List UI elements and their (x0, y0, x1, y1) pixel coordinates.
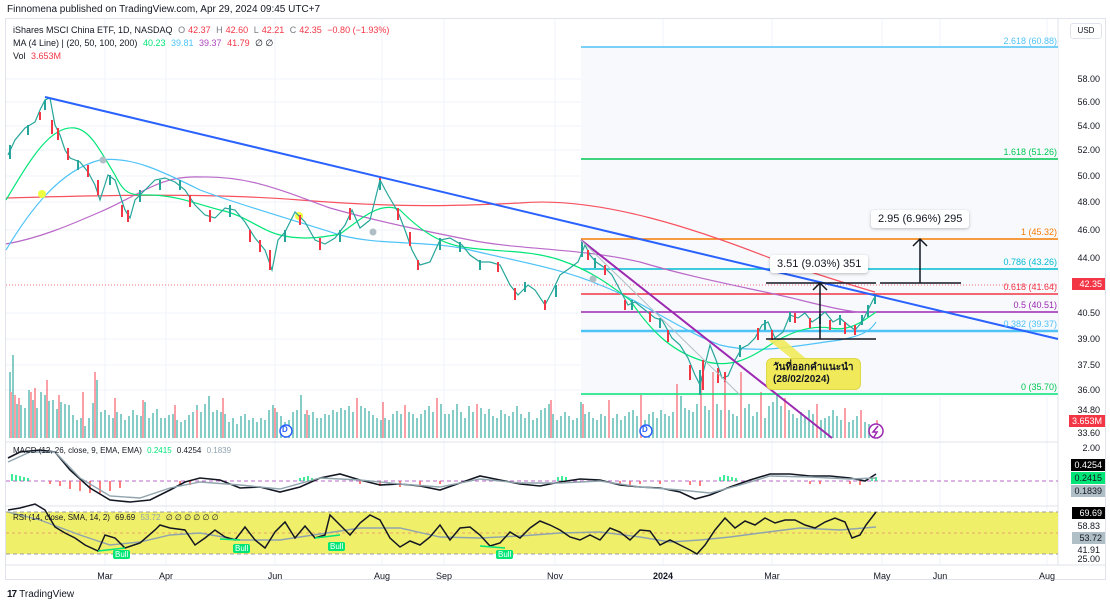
note-pointer (768, 340, 810, 362)
ma50-value: 39.81 (170, 38, 194, 48)
rsi-tag: 69.69 (1072, 507, 1105, 519)
volume-legend[interactable]: Vol 3.653M (13, 51, 62, 61)
volume-value: 3.653M (31, 51, 62, 61)
ma100-line (5, 176, 877, 314)
parallel-guide-line (580, 239, 741, 396)
macd-line (7, 449, 877, 503)
fib-label-05: 0.5 (40.51) (1013, 300, 1057, 310)
volume-bars (9, 355, 878, 438)
fib-label-0618: 0.618 (41.64) (1003, 282, 1057, 292)
bull-label: Bull (233, 544, 251, 553)
ma-cross-dots (38, 156, 597, 283)
ma20-value: 40.23 (142, 38, 166, 48)
ma20-line (5, 127, 877, 365)
dividend-markers (279, 424, 653, 438)
ma-legend[interactable]: MA (4 Line) | (20, 50, 100, 200) 40.23 3… (13, 38, 274, 48)
high-value: 42.60 (225, 25, 249, 35)
close-value: 42.35 (299, 25, 322, 35)
macd-axis-top: 2.00 (1082, 443, 1100, 453)
last-price-tag: 42.35 (1072, 278, 1105, 290)
rsi-line (7, 503, 877, 555)
tradingview-logo-icon: 17 (7, 589, 17, 600)
price-path (7, 97, 875, 387)
earnings-icon (868, 423, 884, 439)
fib-label-2618: 2.618 (60.88) (1003, 36, 1057, 46)
bull-label: Bull (496, 550, 514, 559)
currency-selector[interactable]: USD (1070, 23, 1102, 39)
fib-label-1618: 1.618 (51.26) (1003, 147, 1057, 157)
macd-legend[interactable]: MACD (12, 26, close, 9, EMA, EMA) 0.2415… (13, 446, 232, 455)
macd-tag: 0.4254 (1071, 459, 1105, 471)
macd-signal-tag: 0.1839 (1071, 485, 1105, 497)
long-resistance-line (44, 96, 1059, 340)
measure-callout-lower[interactable]: 3.51 (9.03%) 351 (770, 255, 869, 273)
bull-label: Bull (113, 550, 131, 559)
green-candles (9, 100, 876, 395)
red-candles (39, 112, 856, 390)
fib-label-1: 1 (45.32) (1020, 227, 1057, 237)
rsi-legend[interactable]: RSI (14, close, SMA, 14, 2) 69.69 53.72 … (13, 513, 219, 522)
short-resistance-line (580, 239, 833, 439)
ma100-value: 39.37 (199, 38, 222, 48)
rsi-sma-tag: 53.72 (1072, 532, 1105, 544)
bull-divergence-lines (97, 534, 506, 552)
ma200-value: 41.79 (227, 38, 250, 48)
measure-tool (766, 237, 961, 340)
fib-label-0786: 0.786 (43.26) (1003, 257, 1057, 267)
measure-callout-upper[interactable]: 2.95 (6.96%) 295 (871, 210, 970, 228)
macd-histogram (11, 474, 877, 493)
dividend-marker[interactable]: D (282, 425, 288, 434)
fib-label-0382: 0.382 (39.37) (1003, 319, 1057, 329)
dividend-marker[interactable]: D (642, 425, 648, 434)
volume-tag: 3.653M (1068, 415, 1105, 427)
chart-frame (5, 18, 1106, 580)
recommendation-note[interactable]: วันที่ออกคำแนะนำ (28/02/2024) (766, 358, 861, 390)
rsi-sma-line (7, 511, 877, 546)
low-value: 42.21 (261, 25, 285, 35)
symbol-name: iShares MSCI China ETF, 1D, NASDAQ (13, 25, 173, 35)
fib-label-0: 0 (35.70) (1020, 382, 1057, 392)
macd-hist-tag: 0.2415 (1071, 472, 1105, 484)
macd-signal-line (7, 451, 877, 499)
publisher-line: Finnomena published on TradingView.com, … (7, 4, 321, 15)
fib-zone (581, 47, 1058, 397)
tradingview-brand[interactable]: 17 TradingView (7, 589, 75, 600)
change-value: −0.80 (−1.93%) (327, 25, 390, 35)
symbol-legend[interactable]: iShares MSCI China ETF, 1D, NASDAQ O 42.3… (13, 25, 390, 35)
open-value: 42.37 (188, 25, 211, 35)
bull-label: Bull (328, 542, 346, 551)
